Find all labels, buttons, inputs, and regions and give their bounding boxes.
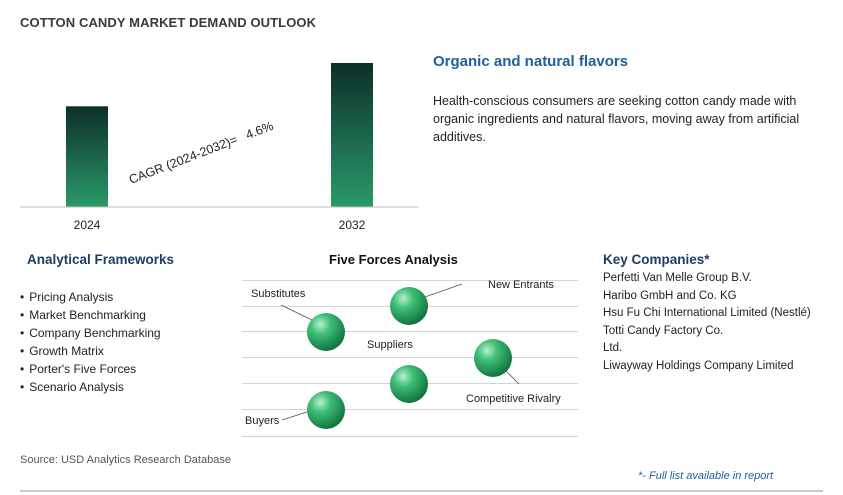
list-item: Perfetti Van Melle Group B.V. [603,272,752,284]
cagr-label: CAGR (2024-2032)= [127,133,239,187]
sphere-competitive-rivalry [474,339,512,377]
frameworks-list: Pricing Analysis Market Benchmarking Com… [20,288,161,396]
list-item: Hsu Fu Chi International Limited (Nestlé… [603,307,811,319]
svg-text:CAGR (2024-2032)=4.6%: CAGR (2024-2032)=4.6% [127,119,275,187]
list-item: Totti Candy Factory Co. [603,324,724,337]
list-item: Company Benchmarking [20,324,160,342]
ff-label-buyers: Buyers [245,415,280,427]
ff-label-competitive-rivalry: Competitive Rivalry [466,393,561,405]
five-forces-diagram [242,280,578,437]
bar-2024 [66,106,108,207]
key-companies-list: Perfetti Van Melle Group B.V. Haribo Gmb… [603,270,811,375]
list-item: Liwayway Holdings Company Limited [603,359,794,372]
footnote: *- Full list available in report [638,470,774,482]
bar-2032 [331,63,373,207]
sphere-buyers [307,391,345,429]
ff-label-new-entrants: New Entrants [488,279,555,291]
list-item: Haribo GmbH and Co. KG [603,289,737,302]
list-item: Market Benchmarking [20,306,161,324]
description: Health-conscious consumers are seeking c… [433,94,800,144]
key-companies-heading: Key Companies* [603,252,710,267]
five-forces-heading: Five Forces Analysis [329,252,458,267]
sphere-new-entrants [390,287,428,325]
list-item: Pricing Analysis [20,288,161,306]
source-note: Source: USD Analytics Research Database [20,454,231,466]
list-item: Scenario Analysis [20,378,161,396]
sphere-suppliers [390,365,428,403]
bottom-divider [20,490,823,492]
list-item: Porter's Five Forces [20,360,161,378]
cagr-annotation: CAGR (2024-2032)=4.6% [127,119,275,187]
x-tick-label: 2032 [339,218,366,232]
list-item: Ltd. [603,342,623,354]
sphere-substitutes [307,313,345,351]
headline: Organic and natural flavors [433,53,629,70]
cagr-value: 4.6% [244,119,276,142]
ff-label-suppliers: Suppliers [367,339,413,351]
ff-label-substitutes: Substitutes [251,288,306,300]
chart-title: COTTON CANDY MARKET DEMAND OUTLOOK [20,15,317,30]
bars-layer [66,63,373,207]
list-item: Growth Matrix [20,342,161,360]
frameworks-heading: Analytical Frameworks [27,252,175,267]
x-tick-label: 2024 [74,218,101,232]
